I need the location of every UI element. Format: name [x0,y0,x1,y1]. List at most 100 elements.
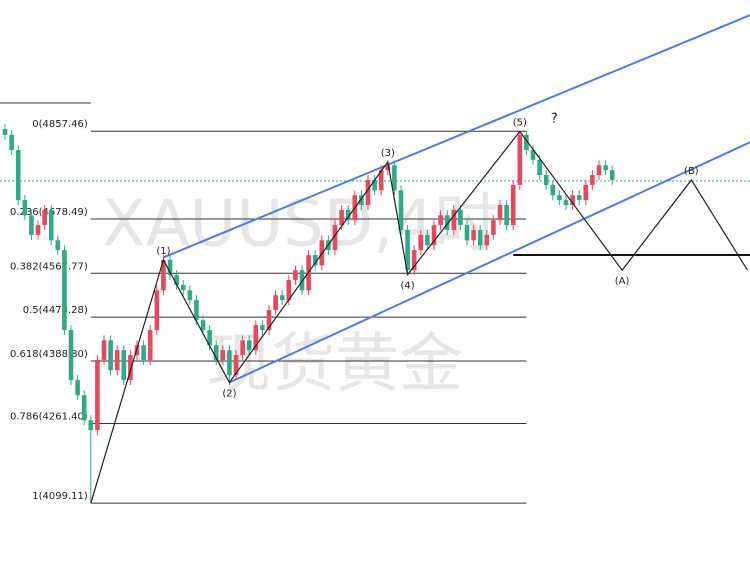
candle-body [15,150,21,201]
candle-body [418,234,424,251]
candle-body [543,175,549,185]
watermark: XAUUSD,4时 [102,188,498,262]
candle-body [114,350,120,371]
candle-body [200,320,206,331]
candle-body [378,170,384,191]
candle-body [35,225,41,235]
wave-label: (4) [401,281,415,292]
candle-body [273,295,278,310]
candle-body [154,290,160,331]
candle-body [42,209,47,226]
candle-body [504,204,509,226]
candle-body [312,255,318,266]
candle-body [609,170,615,180]
candle-body [293,270,298,281]
candle-body [233,355,239,376]
wave-label: (5) [513,117,527,128]
wave-line [90,130,749,504]
fib-label: 1(4099.11) [32,491,88,502]
candle-body [101,340,107,360]
candle-body [339,209,344,226]
candle-body [332,225,338,251]
candle-body [596,165,602,176]
wave-label: (B) [684,166,699,177]
candle-body [491,220,496,235]
candle-body [524,134,529,151]
candle-body [286,280,292,301]
fib-label: 0.5(4478.28) [23,305,88,316]
fib-label: 0.618(4388.80) [10,349,88,360]
wave-label: (A) [615,276,630,287]
candle-body [62,250,67,331]
candle-body [563,200,569,205]
wave-label: (1) [156,246,170,257]
candle-body [576,195,582,201]
candle-body [372,179,377,191]
candle-body [22,200,28,216]
candle-body [108,340,113,371]
fib-label: 0.786(4261.40) [10,412,88,423]
channel-line [163,14,750,259]
candle-body [246,340,252,351]
candle-body [187,290,193,301]
candle-body [147,330,153,360]
candle-body [213,345,219,360]
candle-body [510,184,516,226]
candle-body [471,230,476,241]
candle-body [253,325,259,351]
candle-body [497,204,503,221]
candle-body [464,225,470,241]
candle-body [240,340,245,356]
candle-body [128,355,133,381]
candle-body [517,134,523,185]
candle-body [557,195,562,201]
candle-body [550,184,556,196]
candle-body [365,179,371,205]
candle-body [194,300,199,321]
candle-body [530,150,536,160]
candle-body [583,184,589,201]
candle-body [75,380,80,396]
candle-body [167,259,173,276]
candle-body [68,330,74,381]
wave-label: (3) [381,148,395,159]
candle-body [345,209,351,221]
candle-body [438,215,443,226]
annotation: ? [551,112,558,127]
candle-body [95,359,100,431]
fib-label: 0(4857.46) [32,119,88,130]
candle-body [411,250,417,271]
candle-body [392,165,397,191]
candle-body [570,195,575,205]
candle-body [180,284,186,291]
candle-body [121,350,127,381]
candle-body [477,230,483,246]
candle-body [207,330,212,346]
candle-body [260,325,265,331]
candle-body [299,270,305,291]
candle-body [227,350,232,376]
candle-body [29,215,34,235]
candle-body [266,309,272,331]
candle-body [88,420,94,431]
candle-body [81,395,87,421]
candle-body [405,230,410,271]
candle-body [9,134,14,151]
candle-body [431,225,437,246]
candle-body [48,209,54,241]
candle-body [603,165,608,171]
candle-body [359,195,364,205]
wave-label: (2) [222,389,236,400]
candle-body [484,234,490,246]
candle-body [279,295,285,301]
candle-body [451,209,457,231]
candle-body [537,159,542,176]
candle-body [444,215,450,231]
candle-body [385,165,391,171]
channel-line [228,141,750,384]
candle-body [174,275,179,285]
candle-body [398,190,404,231]
candle-body [2,128,8,135]
